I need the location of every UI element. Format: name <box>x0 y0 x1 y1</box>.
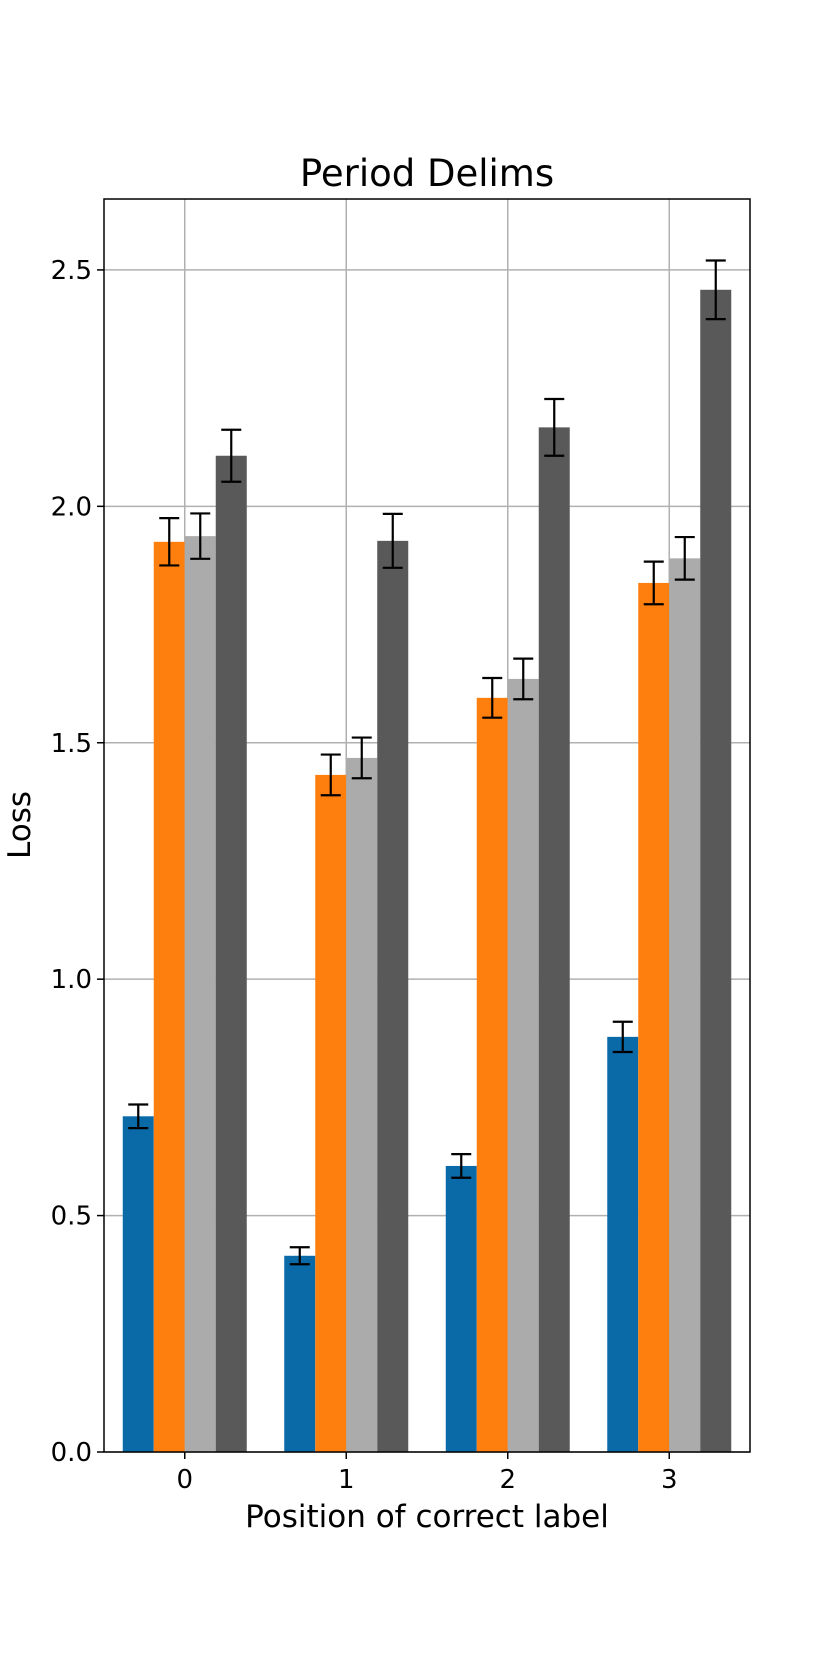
bar <box>607 1036 639 1452</box>
bar <box>315 774 347 1452</box>
error-bar <box>320 753 341 797</box>
x-tick-label: 3 <box>661 1465 678 1495</box>
bar <box>507 678 539 1452</box>
chart-title: Period Delims <box>300 152 554 195</box>
axis-ticks: 0.0 0.5 1.0 1.5 2.0 2.5 0 1 2 3 <box>51 256 678 1495</box>
error-bar <box>643 560 664 606</box>
bar <box>476 697 508 1452</box>
y-tick-label: 1.0 <box>51 965 92 995</box>
error-bar <box>674 535 695 581</box>
error-bar <box>705 259 726 321</box>
bar <box>669 558 701 1452</box>
bar <box>638 582 670 1452</box>
error-bar <box>513 657 534 701</box>
error-bar <box>612 1020 633 1054</box>
bars <box>122 289 732 1453</box>
bar <box>445 1165 477 1452</box>
error-bar <box>351 736 372 780</box>
bar <box>538 427 570 1453</box>
y-tick-label: 2.0 <box>51 492 92 522</box>
error-bar <box>190 512 211 560</box>
x-tick-label: 2 <box>499 1465 516 1495</box>
bar <box>184 536 216 1452</box>
y-axis-label: Loss <box>2 791 38 859</box>
error-bar <box>451 1153 472 1179</box>
bar <box>153 541 185 1452</box>
error-bar <box>221 428 242 483</box>
error-bar <box>382 512 403 569</box>
bar <box>215 455 247 1452</box>
error-bar <box>544 397 565 457</box>
y-tick-label: 0.5 <box>51 1202 92 1232</box>
x-tick-label: 0 <box>176 1465 193 1495</box>
error-bar <box>159 517 180 567</box>
error-bar <box>289 1246 310 1266</box>
x-axis-label: Position of correct label <box>245 1499 609 1535</box>
y-tick-label: 0.0 <box>51 1438 92 1468</box>
y-tick-label: 2.5 <box>51 256 92 286</box>
bar <box>346 757 378 1452</box>
error-bar <box>482 676 503 719</box>
error-bar <box>128 1103 149 1130</box>
y-tick-label: 1.5 <box>51 729 92 759</box>
bar <box>122 1116 154 1452</box>
bar <box>284 1255 316 1452</box>
bar <box>377 540 409 1452</box>
x-tick-label: 1 <box>338 1465 355 1495</box>
plot-frame <box>103 198 751 1453</box>
error-bars <box>128 259 726 1266</box>
bar <box>700 289 732 1452</box>
